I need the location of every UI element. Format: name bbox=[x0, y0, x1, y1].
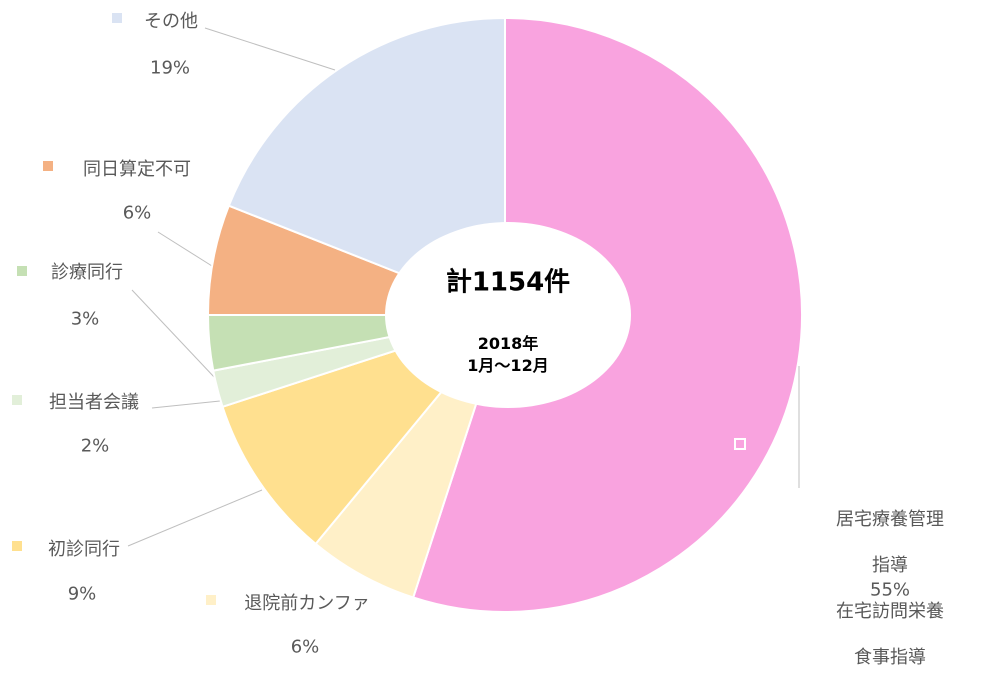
category-label: その他 bbox=[144, 11, 198, 32]
category-label: 居宅療養管理指導 在宅訪問栄養食事指導 bbox=[836, 509, 944, 668]
leader-line bbox=[204, 27, 336, 71]
value-label: 6% bbox=[122, 202, 152, 224]
legend-marker bbox=[734, 438, 746, 450]
legend-marker bbox=[112, 13, 122, 23]
center-subtitle: 2018年 1月～12月 bbox=[467, 334, 549, 375]
legend-marker bbox=[12, 395, 22, 405]
chart bbox=[12, 13, 803, 613]
legend-marker bbox=[206, 595, 216, 605]
category-label: 担当者会議 bbox=[49, 392, 139, 413]
leader-line bbox=[151, 400, 221, 409]
category-label: 退院前カンファ bbox=[244, 593, 370, 614]
leader-line bbox=[131, 289, 216, 379]
category-label: 同日算定不可 bbox=[83, 159, 191, 180]
value-label: 19% bbox=[149, 57, 191, 79]
value-label: 55% bbox=[869, 579, 911, 601]
value-label: 2% bbox=[80, 435, 110, 457]
legend-marker bbox=[17, 266, 27, 276]
value-label: 9% bbox=[67, 583, 97, 605]
value-label: 6% bbox=[290, 636, 320, 658]
page: 計1154件 2018年 1月～12月 (() => { const data … bbox=[12, 11, 944, 668]
category-label: 診療同行 bbox=[51, 262, 123, 283]
leader-lines bbox=[127, 27, 800, 547]
category-label: 初診同行 bbox=[48, 539, 120, 560]
legend-marker bbox=[43, 161, 53, 171]
legend-marker bbox=[12, 541, 22, 551]
center-title: 計1154件 bbox=[445, 267, 571, 298]
value-label: 3% bbox=[70, 308, 100, 330]
legend-markers bbox=[12, 13, 746, 605]
donut-hole bbox=[385, 222, 631, 408]
leader-line bbox=[127, 489, 263, 547]
leader-line bbox=[157, 231, 213, 267]
